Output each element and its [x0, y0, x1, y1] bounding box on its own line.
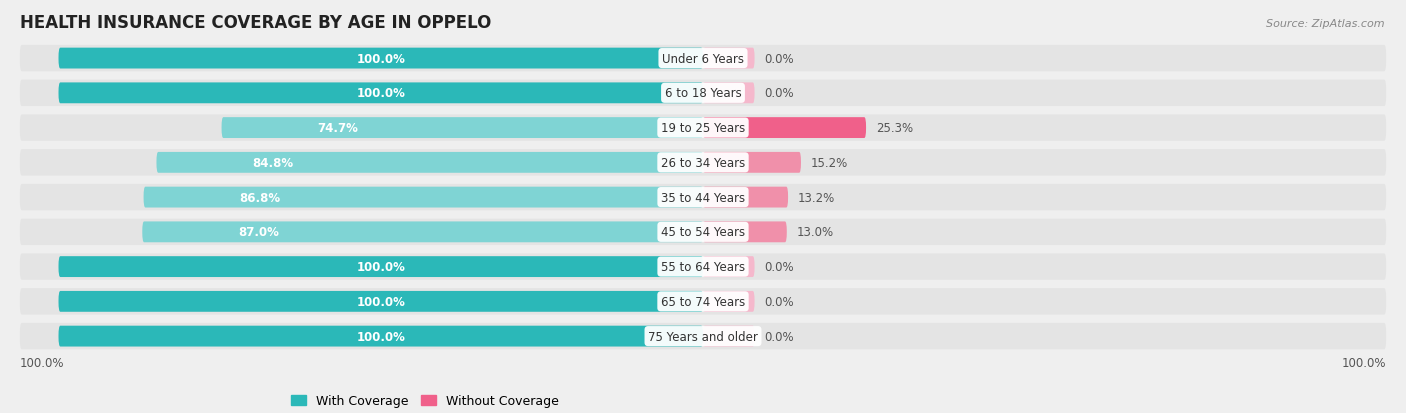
Text: 87.0%: 87.0%	[238, 226, 278, 239]
FancyBboxPatch shape	[20, 46, 1386, 72]
Text: 84.8%: 84.8%	[252, 157, 292, 169]
FancyBboxPatch shape	[59, 256, 703, 278]
FancyBboxPatch shape	[59, 291, 703, 312]
FancyBboxPatch shape	[143, 187, 703, 208]
Text: HEALTH INSURANCE COVERAGE BY AGE IN OPPELO: HEALTH INSURANCE COVERAGE BY AGE IN OPPE…	[20, 14, 491, 32]
Text: 25.3%: 25.3%	[876, 122, 912, 135]
Text: 74.7%: 74.7%	[318, 122, 359, 135]
FancyBboxPatch shape	[59, 326, 703, 347]
Text: 86.8%: 86.8%	[239, 191, 280, 204]
Text: 15.2%: 15.2%	[811, 157, 848, 169]
Text: Source: ZipAtlas.com: Source: ZipAtlas.com	[1267, 19, 1385, 28]
Text: 100.0%: 100.0%	[1341, 356, 1386, 369]
Text: 100.0%: 100.0%	[20, 356, 65, 369]
Text: Under 6 Years: Under 6 Years	[662, 52, 744, 65]
FancyBboxPatch shape	[59, 49, 703, 69]
FancyBboxPatch shape	[703, 256, 755, 278]
FancyBboxPatch shape	[703, 187, 789, 208]
Text: 19 to 25 Years: 19 to 25 Years	[661, 122, 745, 135]
Text: 13.2%: 13.2%	[797, 191, 835, 204]
FancyBboxPatch shape	[20, 219, 1386, 245]
Text: 100.0%: 100.0%	[356, 330, 405, 343]
FancyBboxPatch shape	[156, 152, 703, 173]
Text: 0.0%: 0.0%	[765, 87, 794, 100]
FancyBboxPatch shape	[703, 152, 801, 173]
FancyBboxPatch shape	[142, 222, 703, 243]
FancyBboxPatch shape	[703, 49, 755, 69]
Text: 100.0%: 100.0%	[356, 261, 405, 273]
FancyBboxPatch shape	[20, 288, 1386, 315]
FancyBboxPatch shape	[703, 83, 755, 104]
FancyBboxPatch shape	[20, 254, 1386, 280]
Text: 6 to 18 Years: 6 to 18 Years	[665, 87, 741, 100]
Text: 45 to 54 Years: 45 to 54 Years	[661, 226, 745, 239]
Legend: With Coverage, Without Coverage: With Coverage, Without Coverage	[285, 389, 564, 412]
FancyBboxPatch shape	[703, 118, 866, 139]
Text: 13.0%: 13.0%	[796, 226, 834, 239]
FancyBboxPatch shape	[20, 185, 1386, 211]
Text: 26 to 34 Years: 26 to 34 Years	[661, 157, 745, 169]
Text: 100.0%: 100.0%	[356, 52, 405, 65]
Text: 65 to 74 Years: 65 to 74 Years	[661, 295, 745, 308]
Text: 100.0%: 100.0%	[356, 87, 405, 100]
FancyBboxPatch shape	[222, 118, 703, 139]
Text: 75 Years and older: 75 Years and older	[648, 330, 758, 343]
FancyBboxPatch shape	[20, 81, 1386, 107]
FancyBboxPatch shape	[20, 150, 1386, 176]
Text: 35 to 44 Years: 35 to 44 Years	[661, 191, 745, 204]
Text: 0.0%: 0.0%	[765, 261, 794, 273]
FancyBboxPatch shape	[703, 291, 755, 312]
Text: 100.0%: 100.0%	[356, 295, 405, 308]
Text: 0.0%: 0.0%	[765, 295, 794, 308]
Text: 55 to 64 Years: 55 to 64 Years	[661, 261, 745, 273]
FancyBboxPatch shape	[703, 326, 755, 347]
Text: 0.0%: 0.0%	[765, 52, 794, 65]
FancyBboxPatch shape	[703, 222, 787, 243]
FancyBboxPatch shape	[20, 115, 1386, 141]
FancyBboxPatch shape	[59, 83, 703, 104]
Text: 0.0%: 0.0%	[765, 330, 794, 343]
FancyBboxPatch shape	[20, 323, 1386, 349]
